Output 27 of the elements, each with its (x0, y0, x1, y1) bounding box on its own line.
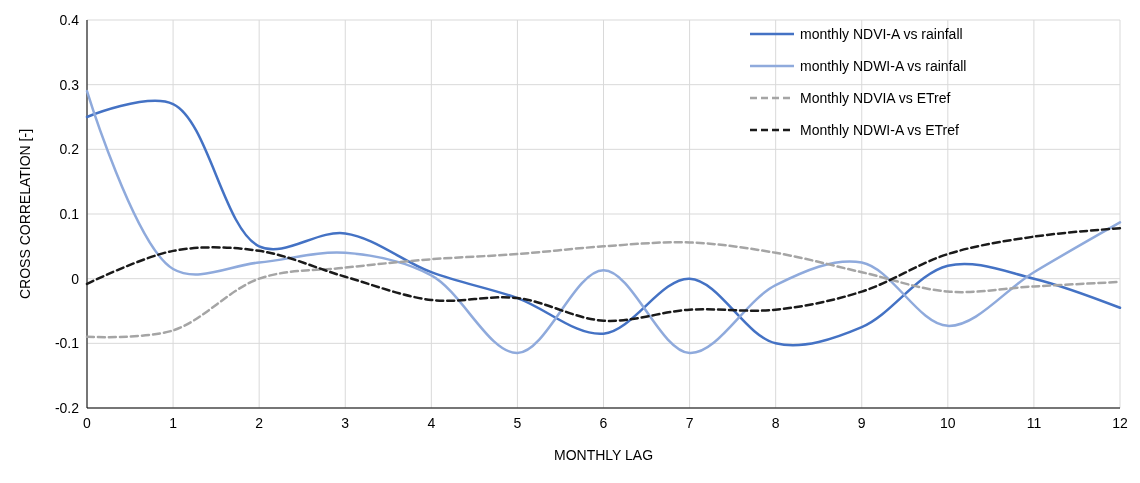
x-tick-label: 4 (427, 415, 436, 431)
x-axis-title: MONTHLY LAG (553, 447, 654, 463)
y-tick-label: 0.1 (59, 205, 80, 222)
y-tick-label: -0.1 (54, 335, 80, 352)
x-tick-label: 7 (685, 415, 694, 431)
legend-label: monthly NDVI-A vs rainfall (800, 25, 963, 42)
y-tick-label: 0.2 (59, 141, 80, 158)
x-tick-label: 5 (513, 415, 522, 431)
y-tick-label: 0.3 (59, 76, 80, 93)
x-tick-label: 12 (1112, 415, 1128, 431)
y-tick-label: 0.4 (59, 11, 80, 28)
x-tick-label: 10 (940, 415, 956, 431)
x-tick-label: 6 (599, 415, 608, 431)
legend-label: monthly NDWI-A vs rainfall (800, 57, 967, 74)
x-tick-label: 3 (341, 415, 350, 431)
y-tick-label: -0.2 (54, 399, 80, 416)
x-tick-label: 0 (83, 415, 92, 431)
x-tick-label: 9 (857, 415, 866, 431)
legend-label: Monthly NDWI-A vs ETref (800, 121, 960, 138)
y-tick-label: 0 (71, 270, 80, 287)
x-tick-label: 2 (255, 415, 264, 431)
x-tick-label: 11 (1026, 415, 1042, 431)
x-tick-label: 8 (771, 415, 780, 431)
y-axis-title: CROSS CORRELATION [-] (17, 128, 33, 300)
line-series (85, 226, 1122, 323)
x-tick-label: 1 (169, 415, 178, 431)
legend-label: Monthly NDVIA vs ETref (800, 89, 951, 106)
